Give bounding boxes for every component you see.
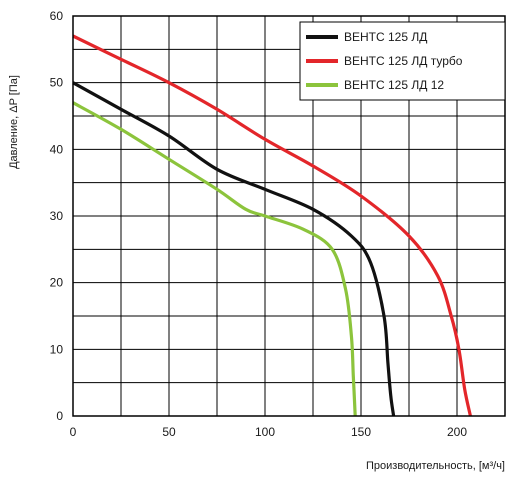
legend: ВЕНТС 125 ЛД ВЕНТС 125 ЛД турбо ВЕНТС 12… [299, 21, 506, 101]
series-line-2 [72, 34, 472, 417]
plot-frame [72, 15, 506, 417]
x-tick-label: 150 [351, 425, 371, 439]
x-axis-title: Производительность, [м³/ч] [366, 460, 505, 472]
x-tick-labels: 0 50 100 150 200 [70, 425, 468, 439]
series-line-3 [72, 101, 357, 417]
x-tick-label: 200 [447, 425, 467, 439]
x-tick-label: 0 [70, 425, 77, 439]
x-tick-label: 100 [255, 425, 275, 439]
legend-label-1: ВЕНТС 125 ЛД [344, 30, 427, 44]
x-tick-label: 50 [162, 425, 176, 439]
y-axis-title: Давление, ΔP [Па] [8, 75, 20, 169]
y-tick-label: 30 [50, 209, 64, 223]
y-tick-label: 0 [56, 409, 63, 423]
y-tick-label: 40 [50, 142, 64, 156]
y-tick-label: 10 [50, 342, 64, 356]
legend-label-2: ВЕНТС 125 ЛД турбо [344, 54, 463, 68]
series-line-1 [72, 81, 396, 417]
legend-label-3: ВЕНТС 125 ЛД 12 [344, 78, 444, 92]
y-tick-label: 50 [50, 76, 64, 90]
y-tick-label: 60 [50, 9, 64, 23]
y-tick-label: 20 [50, 276, 64, 290]
series-group [72, 34, 472, 417]
y-tick-labels: 0 10 20 30 40 50 60 [50, 9, 64, 423]
